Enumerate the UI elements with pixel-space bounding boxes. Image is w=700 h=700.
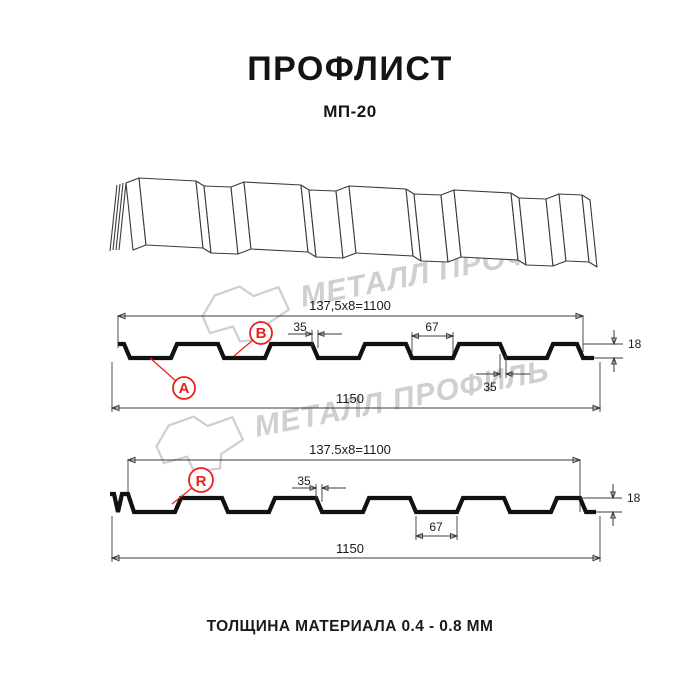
dimension-pitch-label: 137.5x8=1100 [309,442,391,457]
dimension-height-bottom: 18 [580,484,641,526]
callout-b-letter: B [256,325,267,342]
dimension-rib-top: 67 [410,320,455,354]
callout-b-circle [249,321,273,345]
isometric-sheet-body [109,177,598,268]
dimension-valley-left-label: 35 [293,320,307,334]
watermark-logo-shape [201,285,291,343]
dimension-valley-left-label: 35 [297,474,311,488]
callout-b[interactable]: B [233,321,273,357]
callout-r-leader [171,487,193,505]
header-block: ПРОФЛИСТ МП-20 [0,52,700,122]
page-title: ПРОФЛИСТ [247,50,453,88]
dimension-total-bottom: 1150 [110,516,602,562]
dimension-pitch-label: 137,5x8=1100 [309,298,391,313]
dimension-total-label: 1150 [336,391,364,406]
callout-a-letter: A [179,380,190,397]
dimension-height-label: 18 [627,491,641,505]
dimension-rib-top-label: 67 [425,320,439,334]
watermark-logo-shape [155,415,245,473]
callout-r-letter: R [196,473,207,490]
dimension-height-top: 18 [583,330,642,372]
callout-a[interactable]: A [149,357,196,400]
dimension-total-top: 1150 [110,362,602,412]
dimension-valley-left-bottom: 35 [292,474,346,502]
page-subtitle: МП-20 [323,102,377,121]
dimension-pitch-top: 137,5x8=1100 [116,298,585,352]
callout-r-circle [188,467,214,493]
dimension-rib-bottom: 67 [414,516,459,540]
dimension-total-label: 1150 [336,541,364,556]
callout-b-leader [233,339,254,357]
dimension-height-label: 18 [628,337,642,351]
callout-r[interactable]: R [171,467,214,505]
callout-a-circle [172,376,196,400]
dimension-valley-right-top: 35 [476,354,530,394]
callout-a-leader [149,357,177,382]
dimension-valley-left-top: 35 [288,320,342,348]
dimension-rib-bottom-label: 67 [429,520,443,534]
profile-outline-bottom [110,491,596,515]
material-thickness-caption: ТОЛЩИНА МАТЕРИАЛА 0.4 - 0.8 ММ [206,618,494,635]
profile-outline-top [118,341,594,361]
dimension-valley-right-label: 35 [483,380,497,394]
